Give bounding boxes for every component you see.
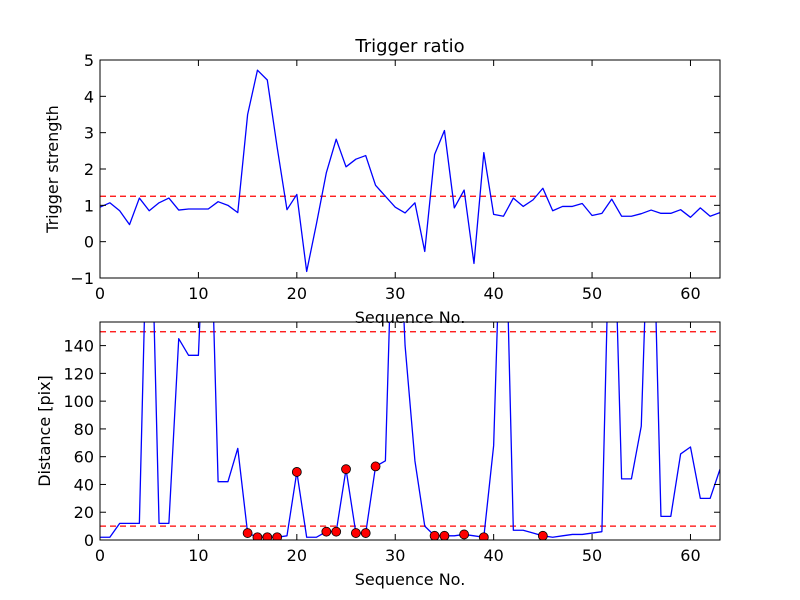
y-tick-label: 3 — [84, 124, 94, 143]
data-point — [341, 464, 351, 475]
chart-title: Trigger ratio — [354, 36, 464, 57]
x-tick-label: 40 — [483, 546, 503, 565]
data-point — [321, 526, 332, 537]
x-tick-label: 40 — [483, 284, 503, 303]
y-tick-label: 5 — [84, 51, 94, 70]
axis-ticks: 0 10 20 30 40 50 60 0 20 40 60 80 100 120 140 — [63, 322, 720, 565]
data-point — [370, 461, 381, 472]
y-tick-label: 4 — [84, 87, 94, 106]
y-tick-label: 100 — [63, 392, 94, 411]
x-tick-label: 30 — [385, 284, 405, 303]
y-tick-label: 60 — [74, 448, 94, 467]
x-tick-label: 50 — [582, 546, 602, 565]
x-tick-label: 0 — [95, 284, 105, 303]
data-point — [272, 532, 283, 540]
data-point — [291, 467, 302, 477]
x-tick-label: 50 — [582, 284, 602, 303]
y-axis-label: Trigger strength — [43, 105, 62, 234]
data-point — [459, 529, 470, 540]
y-tick-label: 2 — [84, 160, 94, 179]
y-tick-label: 140 — [63, 337, 94, 356]
plot-area — [100, 322, 720, 540]
plot-frame — [99, 59, 721, 279]
x-tick-label: 60 — [680, 284, 700, 303]
y-tick-label: 0 — [84, 531, 94, 550]
y-tick-label: −1 — [70, 269, 94, 288]
distance-panel: Sequence No. Distance [pix] 0 10 20 30 40 50 6… — [35, 321, 721, 589]
y-tick-label: 80 — [74, 420, 94, 439]
x-tick-label: 20 — [287, 546, 307, 565]
plot-frame — [99, 321, 721, 541]
y-tick-label: 1 — [84, 196, 94, 215]
x-axis-label: Sequence No. — [355, 308, 466, 327]
x-tick-label: 30 — [385, 546, 405, 565]
data-point — [350, 528, 361, 538]
plot-area — [100, 69, 720, 273]
data-point — [439, 530, 450, 540]
data-point — [360, 528, 371, 538]
data-point — [537, 530, 548, 540]
x-tick-label: 10 — [188, 546, 208, 565]
y-axis-label: Distance [pix] — [35, 375, 54, 487]
y-tick-label: 0 — [84, 233, 94, 252]
y-tick-label: 20 — [74, 503, 94, 522]
data-point — [429, 530, 440, 540]
data-point — [262, 532, 273, 540]
data-point — [242, 528, 253, 538]
data-point — [331, 526, 342, 537]
x-tick-label: 60 — [680, 546, 700, 565]
y-tick-label: 40 — [74, 475, 94, 494]
data-point — [478, 532, 489, 540]
x-tick-label: 10 — [188, 284, 208, 303]
series-line — [100, 69, 720, 273]
x-tick-label: 0 — [95, 546, 105, 565]
x-tick-label: 20 — [287, 284, 307, 303]
data-point — [252, 532, 263, 540]
y-tick-label: 120 — [63, 364, 94, 383]
series-line — [100, 322, 720, 538]
x-axis-label: Sequence No. — [355, 570, 466, 589]
